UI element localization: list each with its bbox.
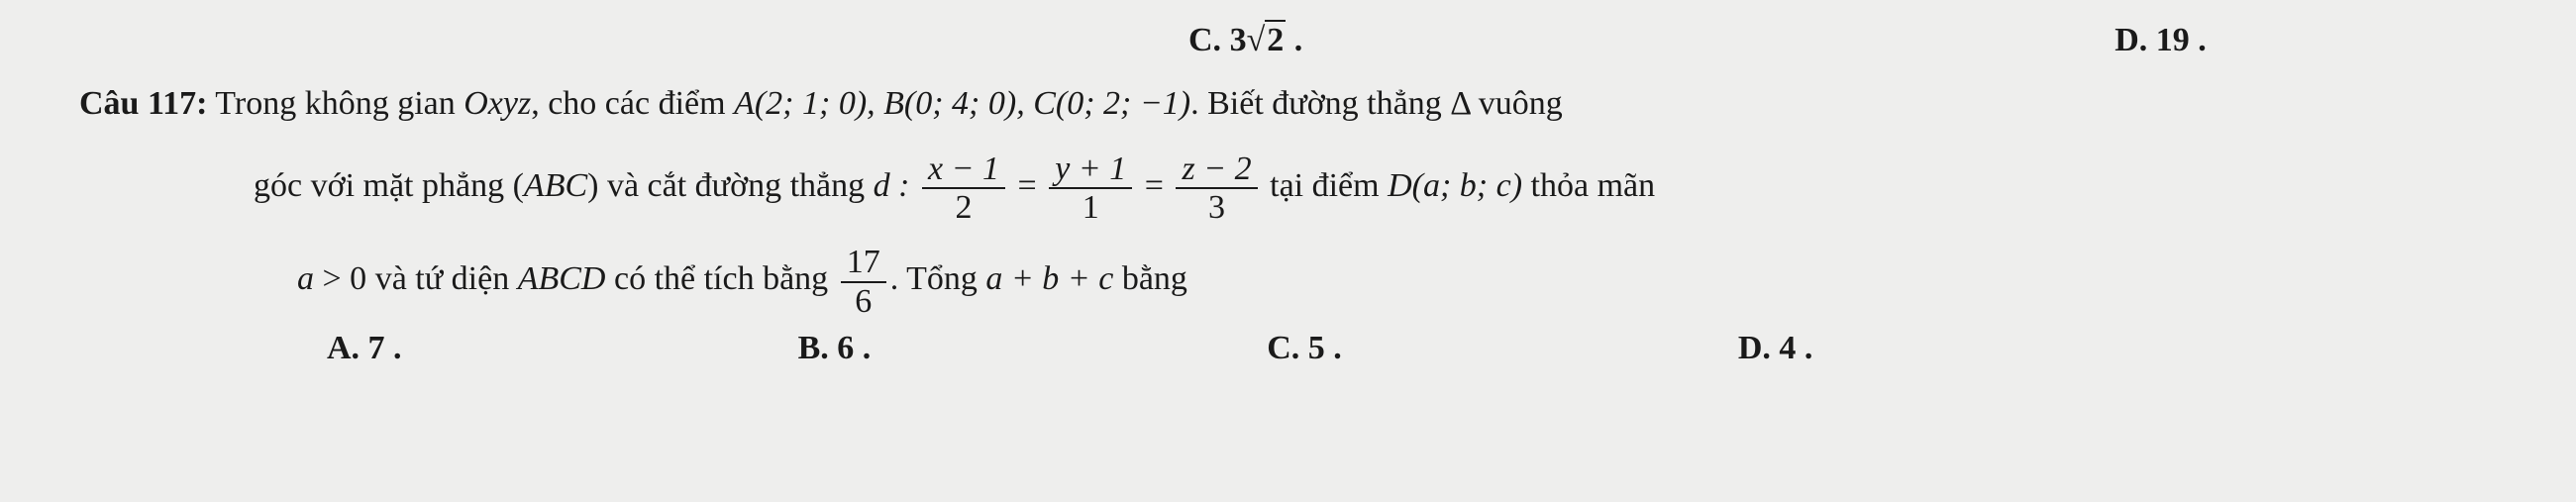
choice-label: C. <box>1188 22 1221 58</box>
choice-c[interactable]: C. 5 . <box>1267 320 1342 377</box>
text-segment: . Biết đường thẳng Δ vuông <box>1190 85 1563 122</box>
fraction-numerator: 17 <box>841 244 886 280</box>
prior-choice-c: C. 3√2 . <box>1188 12 1302 69</box>
fraction-numerator: y + 1 <box>1049 151 1132 187</box>
choice-c-tail: . <box>1286 22 1302 58</box>
choice-b[interactable]: B. 6 . <box>798 320 872 377</box>
choice-value-prefix: 3 <box>1230 22 1247 58</box>
line-d-label: d : <box>874 167 910 204</box>
text-segment: bằng <box>1113 261 1187 298</box>
fraction-denominator: 3 <box>1176 187 1257 226</box>
fraction-z: z − 2 3 <box>1176 151 1257 227</box>
point-d: D(a; b; c) <box>1388 167 1522 204</box>
question-117: Câu 117: Trong không gian Oxyz, cho các … <box>59 75 2546 377</box>
fraction-numerator: z − 2 <box>1176 151 1257 187</box>
text-segment: Trong không gian <box>207 85 464 122</box>
question-line-2: góc với mặt phẳng (ABC) và cắt đường thẳ… <box>79 151 2546 227</box>
points-list: A(2; 1; 0), B(0; 4; 0), C(0; 2; −1) <box>734 85 1190 122</box>
oxyz-label: Oxyz <box>464 85 531 122</box>
var-a: a <box>297 261 314 298</box>
text-segment: và tứ diện <box>366 261 518 298</box>
choice-label: D. <box>2114 22 2147 58</box>
gt-zero: > 0 <box>314 261 366 298</box>
text-segment: góc với mặt phẳng ( <box>254 167 524 204</box>
sum-expression: a + b + c <box>985 261 1113 298</box>
sqrt-radicand: 2 <box>1265 20 1286 58</box>
fraction-numerator: x − 1 <box>922 151 1005 187</box>
text-segment: , cho các điểm <box>531 85 734 122</box>
sqrt-symbol: √2 <box>1247 12 1287 69</box>
text-segment: có thể tích bằng <box>605 261 836 298</box>
fraction-denominator: 1 <box>1049 187 1132 226</box>
equals-sign: = <box>1136 167 1172 204</box>
fraction-x: x − 1 2 <box>922 151 1005 227</box>
abc-label: ABC <box>524 167 587 204</box>
prior-choice-d: D. 19 . <box>2114 12 2207 69</box>
text-segment: ) và cắt đường thẳng <box>587 167 874 204</box>
fraction-volume: 17 6 <box>841 244 886 320</box>
question-line-3: a > 0 và tứ diện ABCD có thể tích bằng 1… <box>79 244 2546 320</box>
choice-d[interactable]: D. 4 . <box>1738 320 1813 377</box>
text-segment: . Tổng <box>890 261 986 298</box>
text-segment: tại điểm <box>1262 167 1388 204</box>
choice-a[interactable]: A. 7 . <box>327 320 402 377</box>
question-line-1: Câu 117: Trong không gian Oxyz, cho các … <box>79 75 2546 133</box>
fraction-denominator: 6 <box>841 281 886 320</box>
answer-choices: A. 7 . B. 6 . C. 5 . D. 4 . <box>79 320 2546 377</box>
equals-sign: = <box>1009 167 1045 204</box>
text-segment: thỏa mãn <box>1522 167 1655 204</box>
fraction-denominator: 2 <box>922 187 1005 226</box>
prior-answers-row: C. 3√2 . D. 19 . <box>59 12 2546 69</box>
fraction-y: y + 1 1 <box>1049 151 1132 227</box>
choice-d-value: 19 . <box>2147 22 2207 58</box>
question-number: Câu 117: <box>79 85 207 122</box>
abcd-label: ABCD <box>518 261 606 298</box>
